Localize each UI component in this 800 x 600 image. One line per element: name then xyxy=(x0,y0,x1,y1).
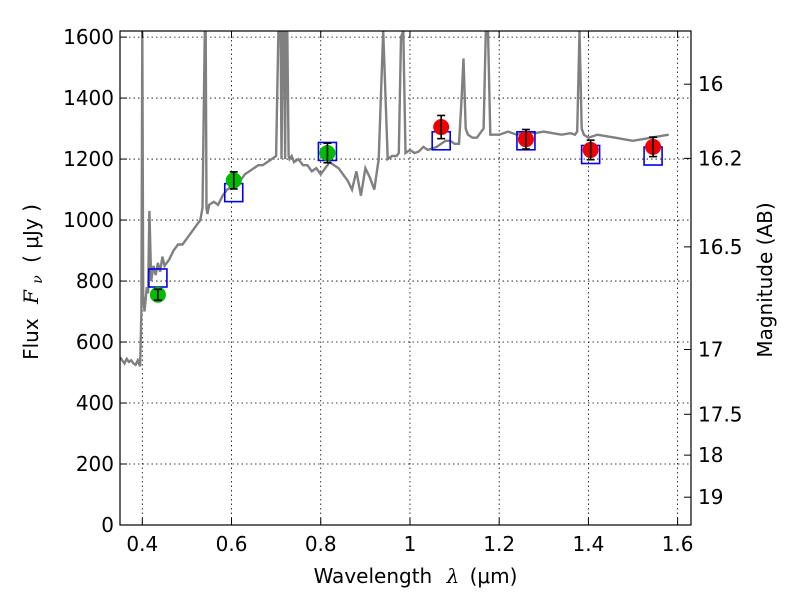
y-axis-title-subscript: ν xyxy=(30,275,46,284)
y-tick-label: 400 xyxy=(76,391,114,415)
y-axis-title-unit: ( μJy ) xyxy=(19,204,43,263)
y-axis-title-symbol: F xyxy=(19,289,43,305)
plot-frame xyxy=(119,30,692,526)
x-axis-title: Wavelength λ (μm) xyxy=(314,564,518,588)
x-tick-label: 1.2 xyxy=(483,532,515,556)
x-tick-label: 0.4 xyxy=(126,532,158,556)
y-axis: 0 200 400 600 800 1000 1200 1400 1600 xyxy=(63,25,127,537)
y-tick-label: 1200 xyxy=(63,147,114,171)
y-tick-label: 0 xyxy=(101,513,114,537)
x-axis-title-text: Wavelength xyxy=(314,564,433,588)
y-tick-label: 600 xyxy=(76,330,114,354)
y2-tick-label: 19 xyxy=(698,485,723,509)
y2-tick-label: 17 xyxy=(698,338,723,362)
y2-tick-label: 16.2 xyxy=(698,146,743,170)
y-axis-title-text: Flux xyxy=(19,318,43,360)
y-tick-label: 1600 xyxy=(63,25,114,49)
x-tick-label: 1.6 xyxy=(662,532,694,556)
x-axis: 0.4 0.6 0.8 1 1.2 1.4 1.6 xyxy=(126,31,694,556)
x-tick-label: 0.8 xyxy=(305,532,337,556)
y-tick-label: 1000 xyxy=(63,208,114,232)
spectrum-line xyxy=(120,31,669,367)
x-tick-label: 1 xyxy=(404,532,417,556)
y2-tick-label: 18 xyxy=(698,443,723,467)
x-tick-label: 0.6 xyxy=(216,532,248,556)
spectrum-layer xyxy=(120,31,669,367)
y-tick-label: 1400 xyxy=(63,86,114,110)
y2-axis: 16 16.2 16.5 17 17.5 18 19 xyxy=(684,72,743,509)
x-tick-label: 1.4 xyxy=(572,532,604,556)
y2-tick-label: 16 xyxy=(698,72,723,96)
y-tick-label: 800 xyxy=(76,269,114,293)
y-axis-title: Flux F ν ( μJy ) xyxy=(19,204,47,360)
observed-photometry-layer xyxy=(149,114,662,303)
y2-tick-label: 17.5 xyxy=(698,402,743,426)
x-axis-title-unit: (μm) xyxy=(470,564,518,588)
x-axis-title-symbol: λ xyxy=(446,564,460,588)
y-tick-label: 200 xyxy=(76,452,114,476)
y2-axis-title: Magnitude (AB) xyxy=(753,202,777,357)
y2-tick-label: 16.5 xyxy=(698,235,743,259)
